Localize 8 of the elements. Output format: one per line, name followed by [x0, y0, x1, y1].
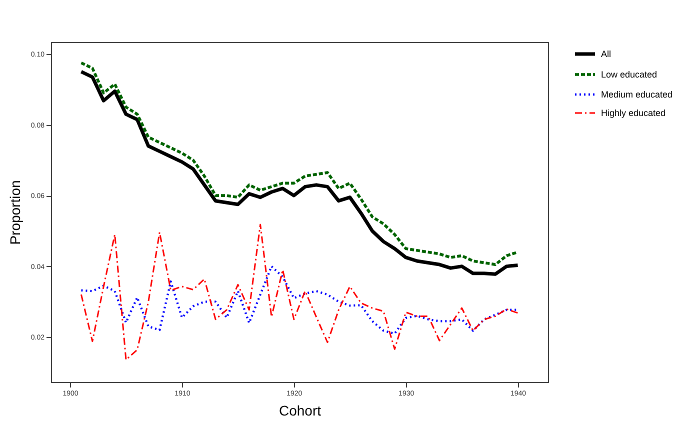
x-axis-title: Cohort	[278, 402, 322, 418]
y-axis-title: Proportion	[6, 180, 23, 245]
legend-label: Low educated	[601, 70, 658, 80]
legend-label: All	[601, 49, 612, 59]
legend-label: Highly educated	[601, 108, 666, 118]
line-series	[80, 265, 519, 335]
line-series	[80, 224, 519, 360]
legend-label: Medium educated	[601, 90, 673, 100]
